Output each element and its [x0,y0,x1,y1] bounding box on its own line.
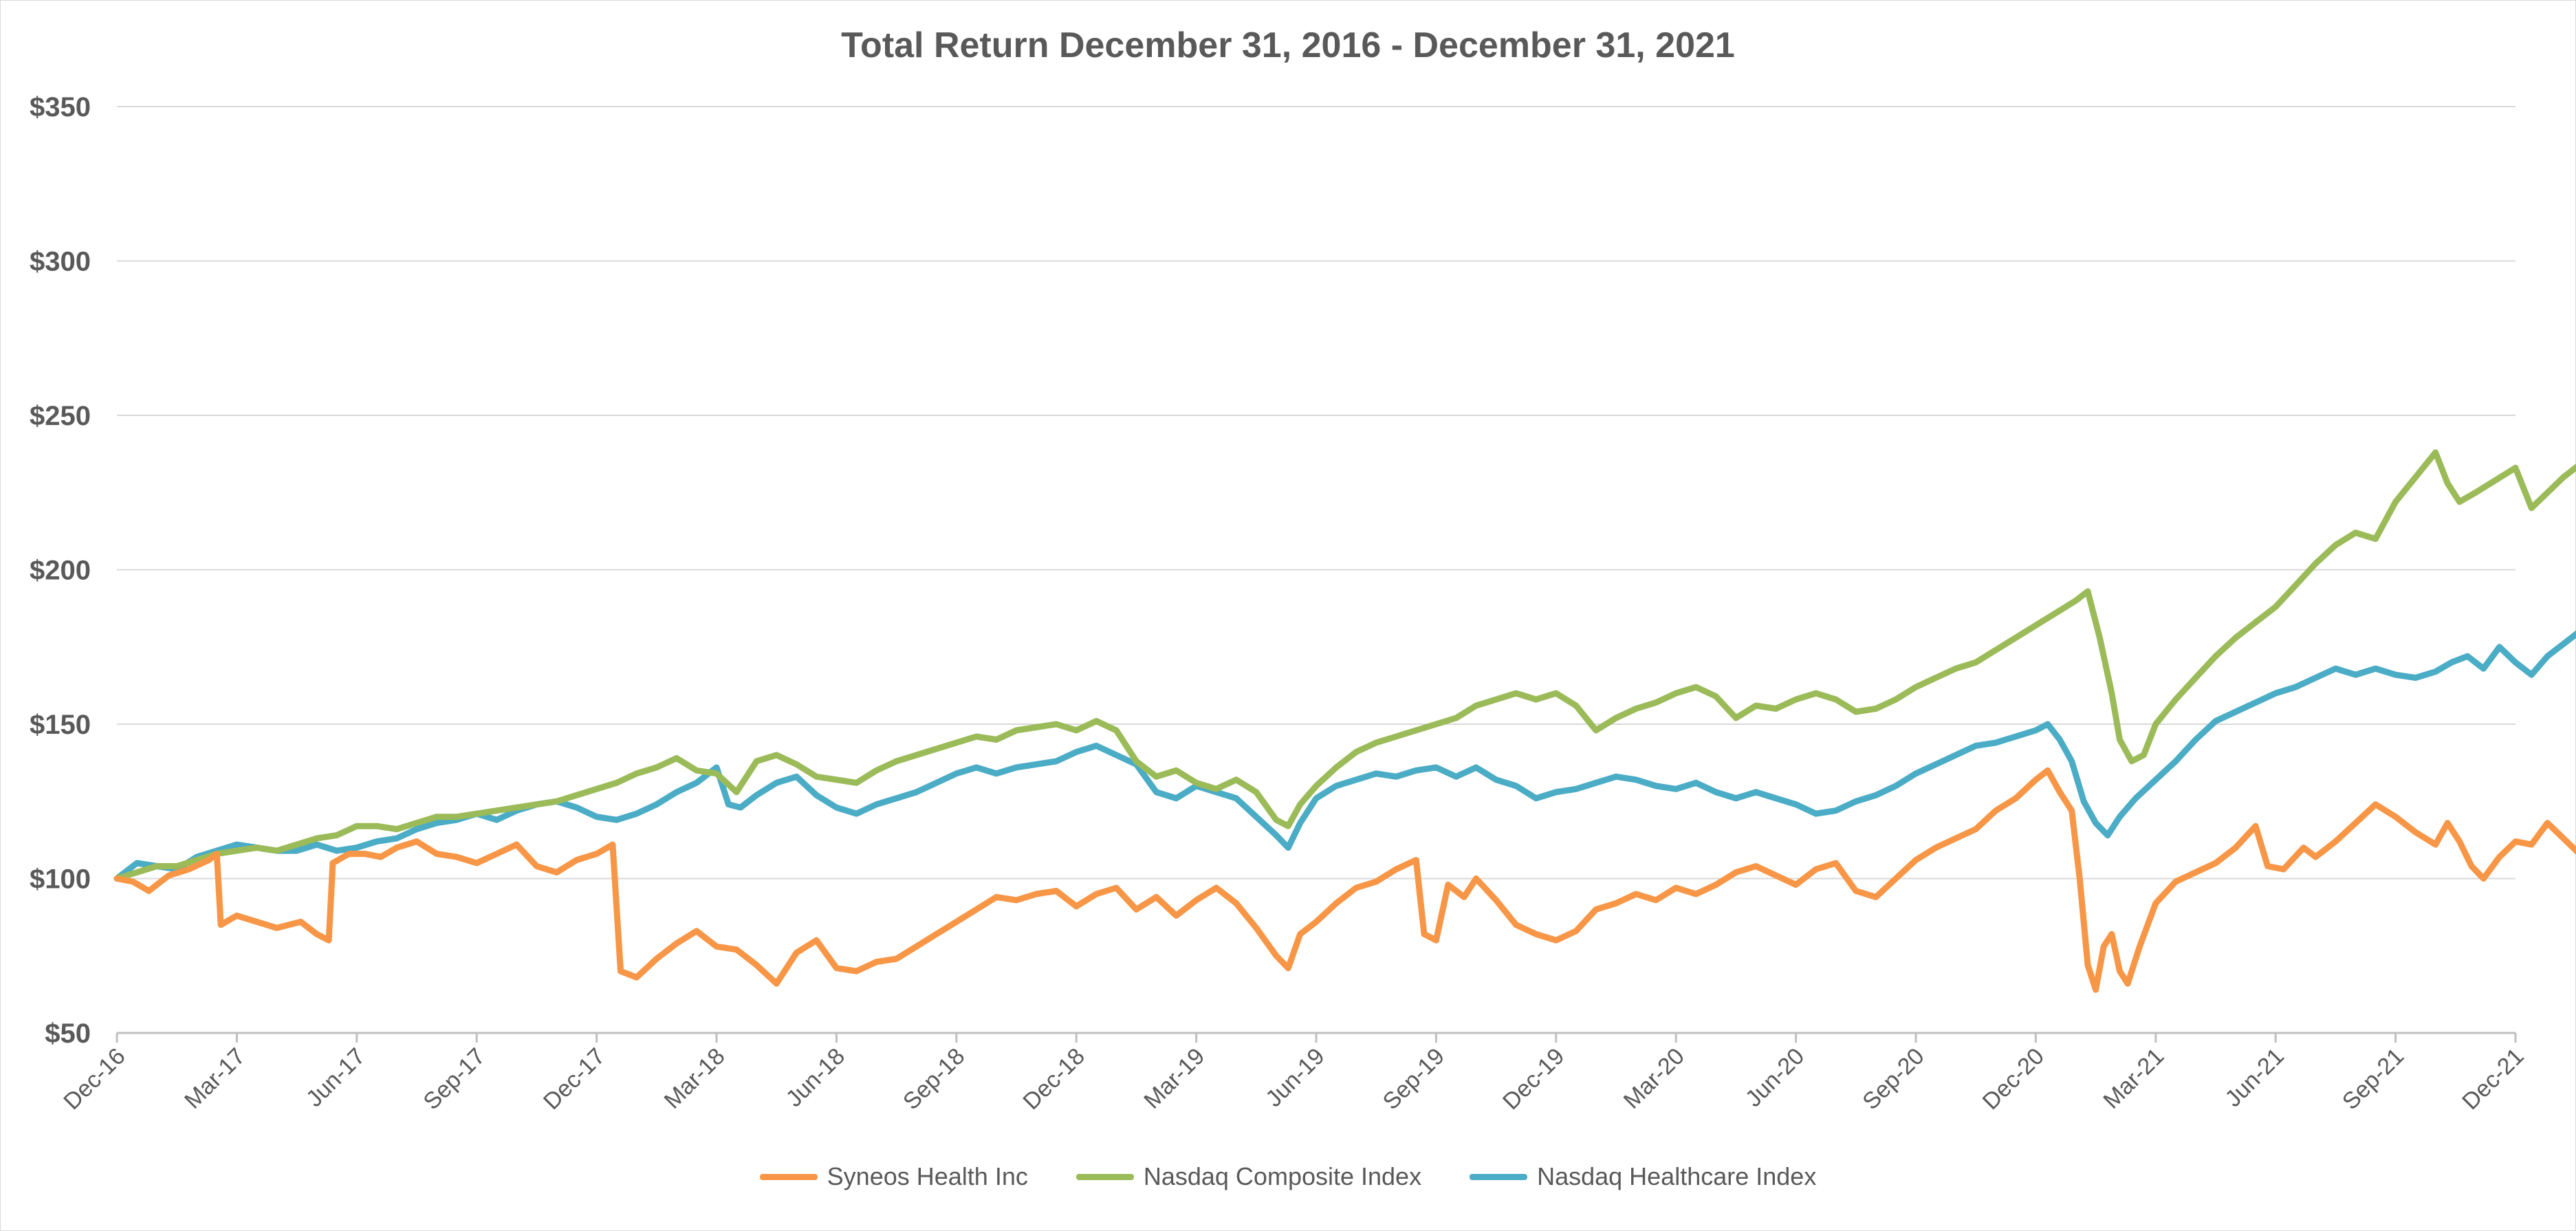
x-tick-label: Mar-20 [1619,1043,1690,1114]
y-tick-label: $350 [30,92,91,122]
x-tick-label: Sep-21 [2337,1043,2409,1115]
x-tick-label: Jun-21 [2220,1043,2289,1112]
legend: Syneos Health Inc Nasdaq Composite Index… [0,1162,2576,1191]
x-tick-label: Mar-21 [2098,1043,2169,1114]
y-tick-label: $250 [30,401,91,431]
x-tick-label: Dec-19 [1498,1043,1569,1115]
y-tick-label: $200 [30,556,91,586]
y-tick-label: $100 [30,864,91,895]
legend-swatch-nasdaq-composite [1076,1173,1134,1180]
legend-item-nasdaq-composite[interactable]: Nasdaq Composite Index [1076,1162,1421,1191]
x-tick-label: Dec-16 [58,1043,130,1115]
x-tick-label: Sep-18 [898,1043,970,1115]
grid-layer [117,106,2515,1034]
y-axis: $50 $100 $150 $200 $250 $300 $350 [30,92,91,1049]
y-tick-label: $300 [30,247,91,277]
legend-item-nasdaq-healthcare[interactable]: Nasdaq Healthcare Index [1470,1162,1816,1191]
legend-swatch-nasdaq-healthcare [1470,1173,1528,1180]
y-tick-label: $50 [45,1018,91,1049]
x-tick-label: Mar-17 [179,1043,250,1114]
legend-label-nasdaq-healthcare: Nasdaq Healthcare Index [1537,1162,1817,1190]
x-tick-label: Jun-20 [1740,1043,1809,1112]
x-tick-label: Dec-17 [538,1043,610,1115]
y-tick-label: $150 [30,710,91,740]
x-axis: Dec-16 Mar-17 Jun-17 Sep-17 Dec-17 Mar-18 Jun-… [58,1033,2529,1115]
x-tick-label: Jun-19 [1260,1043,1329,1112]
series-layer [113,449,2576,993]
legend-label-syneos: Syneos Health Inc [827,1162,1028,1190]
x-tick-label: Sep-19 [1378,1043,1450,1115]
series-line-syneos [113,767,2576,993]
x-tick-label: Sep-17 [418,1043,490,1115]
x-tick-label: Jun-18 [781,1043,850,1112]
x-tick-label: Dec-18 [1018,1043,1089,1115]
series-line-nasdaq-healthcare [113,630,2576,882]
x-tick-label: Mar-19 [1139,1043,1210,1114]
x-tick-label: Jun-17 [301,1043,370,1112]
legend-item-syneos[interactable]: Syneos Health Inc [759,1162,1028,1191]
x-tick-label: Sep-20 [1857,1043,1929,1115]
x-tick-label: Dec-21 [2457,1043,2529,1115]
x-tick-label: Dec-20 [1978,1043,2049,1115]
series-line-nasdaq-composite [113,449,2576,882]
chart-title: Total Return December 31, 2016 - Decembe… [841,25,1735,65]
x-tick-label: Mar-18 [659,1043,730,1114]
legend-swatch-syneos [759,1173,818,1180]
legend-label-nasdaq-composite: Nasdaq Composite Index [1143,1162,1422,1190]
